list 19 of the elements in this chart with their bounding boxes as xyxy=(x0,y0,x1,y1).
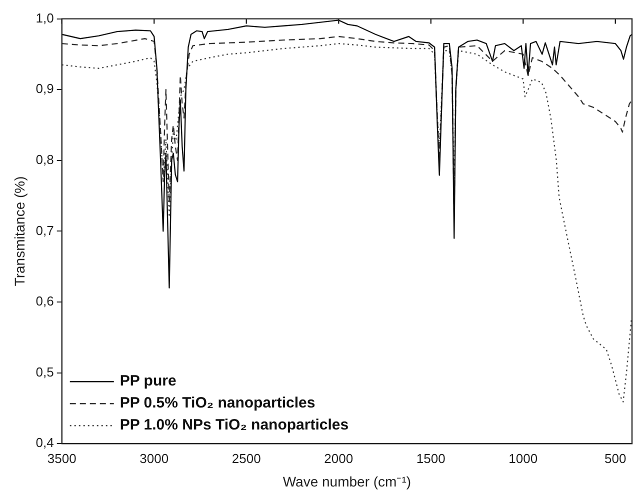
y-tick-label: 0,6 xyxy=(36,294,54,309)
legend-label: PP 0.5% TiO₂ nanoparticles xyxy=(120,394,316,412)
y-axis-title: Transmitance (%) xyxy=(11,176,28,286)
y-tick-label: 0,8 xyxy=(36,152,54,167)
y-tick-label: 0,5 xyxy=(36,364,54,380)
legend-label: PP pure xyxy=(120,372,176,390)
x-tick-label: 500 xyxy=(604,450,626,466)
x-tick-label: 2000 xyxy=(324,450,354,466)
y-tick-label: 0,4 xyxy=(36,435,54,450)
x-tick-label: 1000 xyxy=(508,450,538,466)
x-tick-label: 1500 xyxy=(416,450,446,466)
y-tick-label: 0,7 xyxy=(36,222,54,238)
x-tick-label: 2500 xyxy=(232,450,261,466)
x-tick-label: 3500 xyxy=(47,450,76,466)
x-tick-label: 3000 xyxy=(140,450,169,466)
y-tick-label: 0,9 xyxy=(36,81,54,96)
x-axis-title: Wave number (cm⁻¹) xyxy=(282,473,412,490)
legend-label: PP 1.0% NPs TiO₂ nanoparticles xyxy=(120,416,349,434)
y-tick-label: 1,0 xyxy=(36,10,54,26)
